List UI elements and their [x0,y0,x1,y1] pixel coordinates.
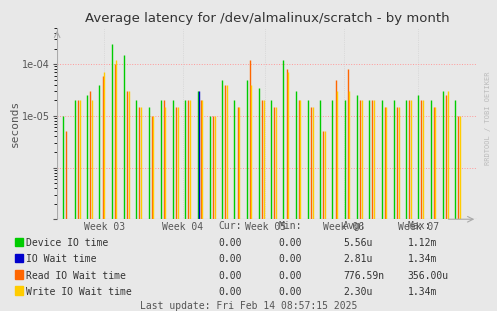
Text: 0.00: 0.00 [219,254,242,264]
Text: 1.12m: 1.12m [408,238,437,248]
Text: 0.00: 0.00 [278,254,302,264]
Text: 2.30u: 2.30u [343,287,372,297]
Title: Average latency for /dev/almalinux/scratch - by month: Average latency for /dev/almalinux/scrat… [85,12,449,26]
Text: Write IO Wait time: Write IO Wait time [26,287,132,297]
Text: RRDTOOL / TOBI OETIKER: RRDTOOL / TOBI OETIKER [485,72,491,165]
Text: Max:: Max: [408,220,431,230]
Text: Min:: Min: [278,220,302,230]
Text: 2.81u: 2.81u [343,254,372,264]
Text: 0.00: 0.00 [278,271,302,281]
Text: 0.00: 0.00 [219,287,242,297]
Text: Device IO time: Device IO time [26,238,108,248]
Text: Cur:: Cur: [219,220,242,230]
Text: 0.00: 0.00 [219,238,242,248]
Text: 5.56u: 5.56u [343,238,372,248]
Y-axis label: seconds: seconds [9,100,19,147]
Text: Avg:: Avg: [343,220,366,230]
Text: 0.00: 0.00 [219,271,242,281]
Text: Last update: Fri Feb 14 08:57:15 2025: Last update: Fri Feb 14 08:57:15 2025 [140,301,357,311]
Text: Read IO Wait time: Read IO Wait time [26,271,126,281]
Text: 1.34m: 1.34m [408,287,437,297]
Text: 1.34m: 1.34m [408,254,437,264]
Text: 0.00: 0.00 [278,287,302,297]
Text: 356.00u: 356.00u [408,271,449,281]
Text: IO Wait time: IO Wait time [26,254,96,264]
Text: 0.00: 0.00 [278,238,302,248]
Text: 776.59n: 776.59n [343,271,384,281]
